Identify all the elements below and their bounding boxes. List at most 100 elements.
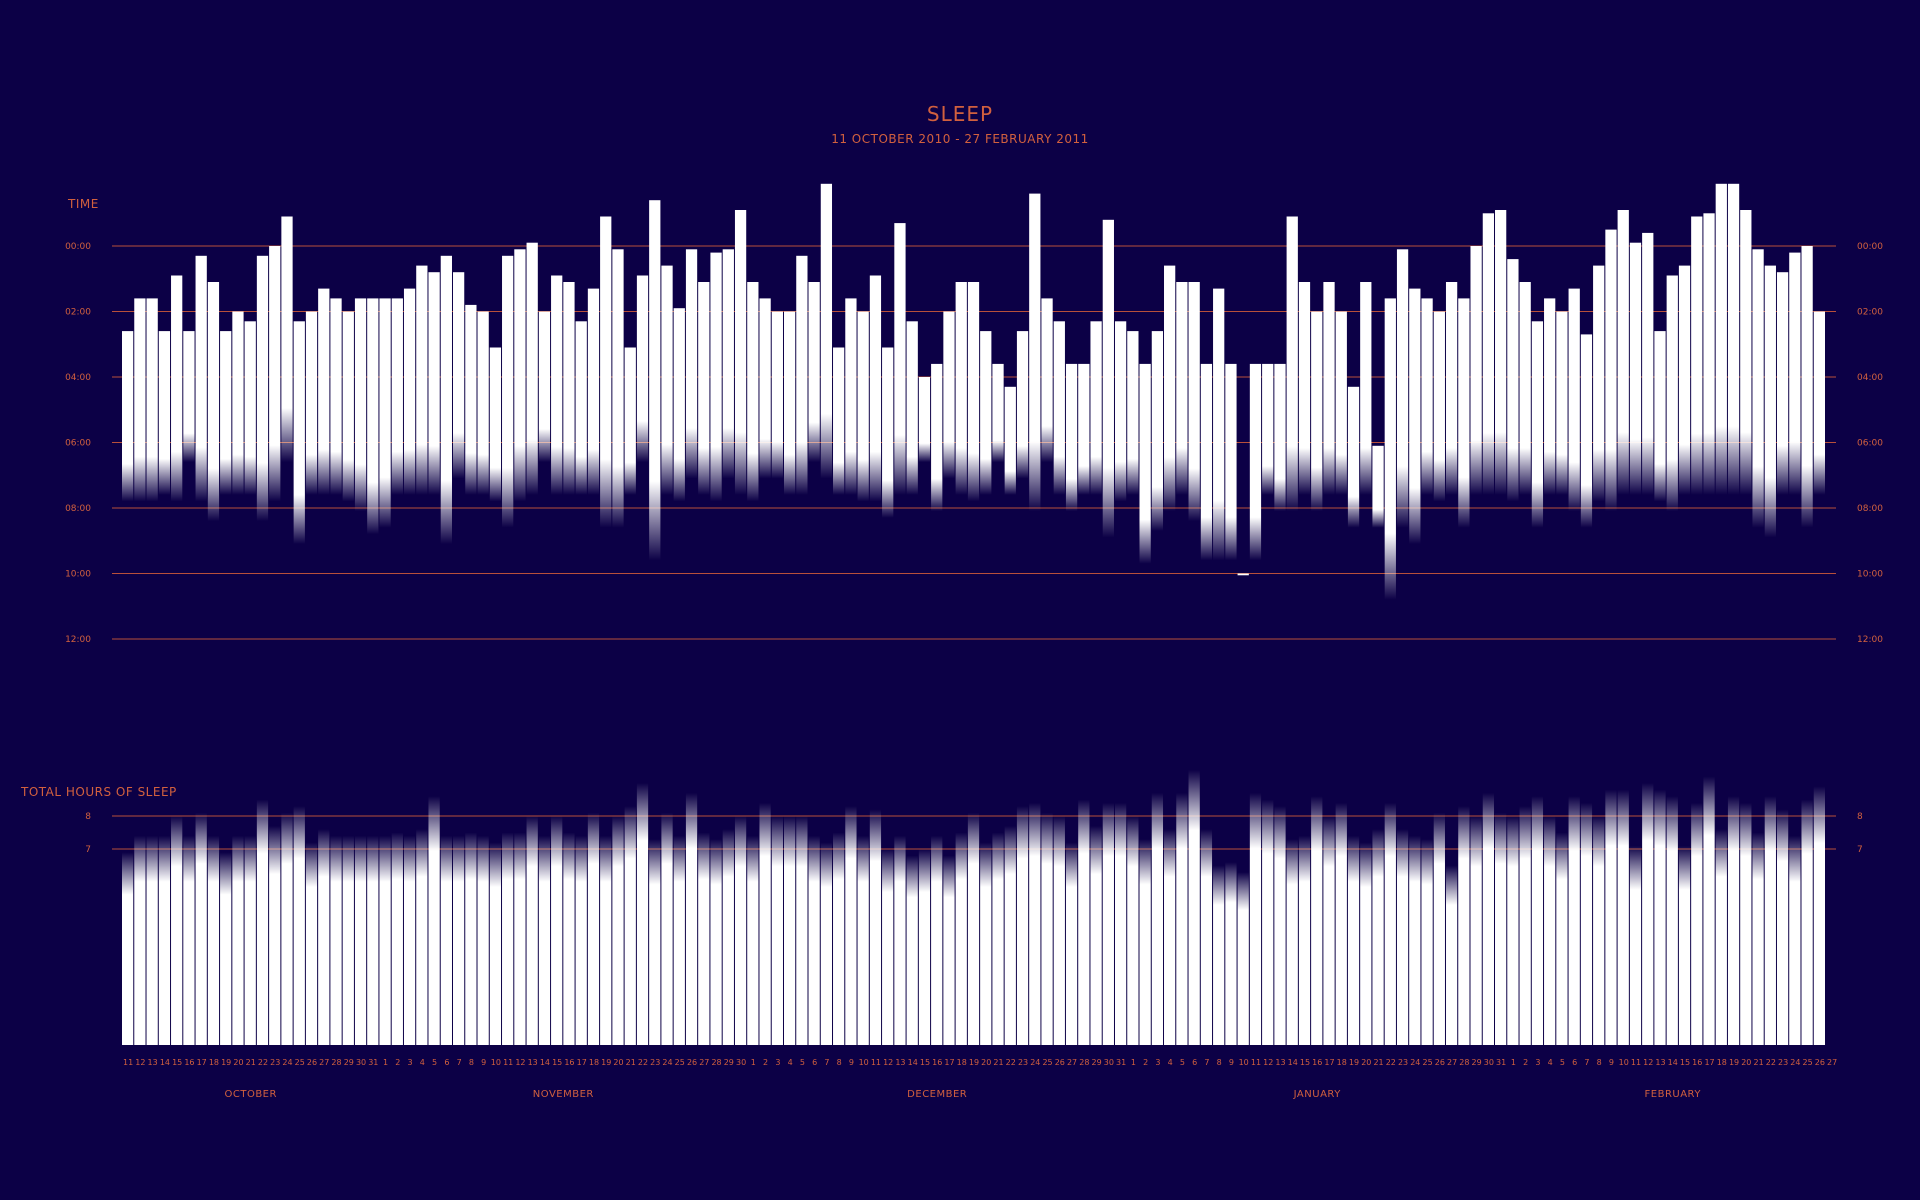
total-hours-bar xyxy=(391,832,403,1045)
sleep-bar xyxy=(1421,298,1433,495)
total-hours-bar xyxy=(416,829,428,1045)
total-hours-bar xyxy=(587,812,600,1045)
day-label: 19 xyxy=(969,1058,979,1067)
total-hours-bar xyxy=(1139,839,1151,1045)
day-label: 25 xyxy=(295,1058,305,1067)
total-hours-bar xyxy=(171,816,183,1045)
total-hours-bar xyxy=(1629,845,1642,1045)
total-hours-bar xyxy=(1274,806,1286,1045)
day-label: 12 xyxy=(1263,1058,1273,1067)
day-label: 5 xyxy=(432,1058,437,1067)
total-hours-bar xyxy=(1249,792,1262,1045)
y-tick-label: 10:00 xyxy=(65,570,91,580)
sleep-bar xyxy=(1311,311,1323,512)
day-label: 30 xyxy=(1104,1058,1114,1067)
day-label: 30 xyxy=(1484,1058,1494,1067)
total-hours-bar xyxy=(1495,812,1507,1045)
day-label: 21 xyxy=(626,1058,636,1067)
sleep-bar xyxy=(465,304,477,495)
day-label: 8 xyxy=(469,1058,474,1067)
sleep-bar xyxy=(600,216,612,528)
sleep-bar xyxy=(514,249,526,502)
sleep-bar xyxy=(771,311,783,479)
day-label: 7 xyxy=(457,1058,462,1067)
day-label: 25 xyxy=(1803,1058,1813,1067)
sleep-bar xyxy=(1065,363,1078,512)
sleep-bar xyxy=(1335,311,1347,495)
sleep-bar xyxy=(1249,363,1262,561)
day-label: 3 xyxy=(408,1058,413,1067)
y-tick-label: 04:00 xyxy=(65,373,91,383)
day-label: 13 xyxy=(1275,1058,1285,1067)
sleep-bar xyxy=(403,288,416,495)
day-label: 24 xyxy=(1410,1058,1420,1067)
sleep-bar xyxy=(183,331,195,463)
day-label: 14 xyxy=(1288,1058,1298,1067)
total-tick-label: 8 xyxy=(85,812,91,822)
day-label: 13 xyxy=(895,1058,905,1067)
sleep-bar xyxy=(931,363,943,512)
day-label: 27 xyxy=(1827,1058,1837,1067)
total-hours-bar xyxy=(1360,842,1372,1045)
sleep-bar xyxy=(1691,216,1703,495)
total-hours-bar xyxy=(269,825,281,1045)
chart-title: SLEEP xyxy=(927,102,993,126)
day-label: 9 xyxy=(849,1058,854,1067)
total-hours-bar xyxy=(379,835,391,1045)
day-label: 6 xyxy=(812,1058,817,1067)
y-tick-label-right: 08:00 xyxy=(1857,504,1883,514)
sleep-bar xyxy=(1568,288,1580,512)
day-label: 31 xyxy=(368,1058,378,1067)
day-label: 13 xyxy=(528,1058,538,1067)
sleep-bar xyxy=(158,331,171,495)
total-hours-bar xyxy=(980,842,992,1045)
total-hours-bar xyxy=(1703,776,1715,1045)
total-hours-bar xyxy=(722,829,734,1045)
day-label: 20 xyxy=(1361,1058,1371,1067)
total-hours-bar xyxy=(1776,809,1789,1045)
sleep-bar xyxy=(992,363,1004,463)
sleep-bar xyxy=(354,298,367,512)
day-label: 15 xyxy=(1680,1058,1690,1067)
sleep-bar xyxy=(1225,363,1237,561)
total-hours-bar xyxy=(734,816,747,1045)
day-label: 30 xyxy=(736,1058,746,1067)
day-label: 9 xyxy=(1609,1058,1614,1067)
total-hours-bar xyxy=(538,835,551,1045)
total-hours-bar xyxy=(1740,802,1752,1045)
total-hours-bar xyxy=(1678,845,1691,1045)
sleep-bar xyxy=(281,216,293,463)
sleep-bar xyxy=(894,223,906,495)
total-hours-bar xyxy=(1029,802,1041,1045)
total-hours-bar xyxy=(796,816,808,1045)
sleep-bar xyxy=(489,347,502,502)
day-label: 10 xyxy=(859,1058,869,1067)
day-label: 16 xyxy=(1692,1058,1702,1067)
day-label: 15 xyxy=(1300,1058,1310,1067)
y-tick-label-right: 12:00 xyxy=(1857,635,1883,645)
total-hours-bar xyxy=(992,832,1004,1045)
day-label: 16 xyxy=(184,1058,194,1067)
total-hours-bar xyxy=(906,855,918,1045)
sleep-bar xyxy=(1213,288,1225,561)
total-hours-bar xyxy=(1262,799,1274,1045)
day-label: 14 xyxy=(540,1058,550,1067)
total-hours-bar xyxy=(477,835,489,1045)
day-label: 13 xyxy=(148,1058,158,1067)
total-hours-bar xyxy=(146,835,158,1045)
sleep-bar xyxy=(1433,311,1445,502)
day-label: 1 xyxy=(1511,1058,1516,1067)
total-hours-bar xyxy=(220,852,232,1045)
total-hours-bar xyxy=(612,816,624,1045)
total-hours-bar xyxy=(1065,842,1078,1045)
sleep-bar xyxy=(1715,183,1727,495)
day-label: 20 xyxy=(613,1058,623,1067)
sleep-bar xyxy=(1139,363,1151,564)
sleep-bar xyxy=(1678,265,1691,495)
total-hours-bar xyxy=(1335,802,1347,1045)
day-label: 24 xyxy=(282,1058,292,1067)
sleep-bar xyxy=(1764,265,1776,538)
day-label: 2 xyxy=(1143,1058,1148,1067)
sleep-bar xyxy=(1029,193,1041,512)
